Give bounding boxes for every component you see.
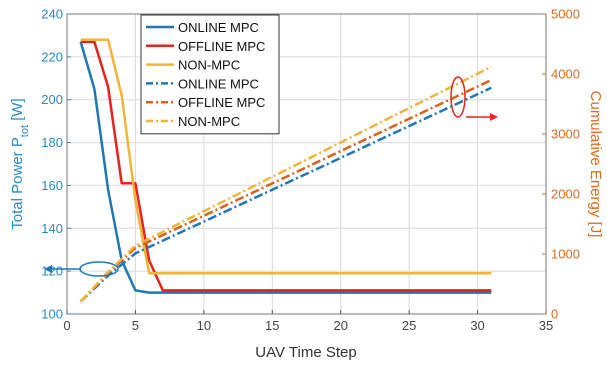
right-tick-label: 1000 [551, 247, 580, 262]
x-tick-label: 30 [470, 318, 484, 333]
x-tick-label: 35 [539, 318, 553, 333]
x-tick-label: 5 [132, 318, 139, 333]
right-tick-label: 2000 [551, 187, 580, 202]
left-arrow-head [44, 265, 52, 273]
x-axis-ticks: 0 5 10 15 20 25 30 35 [63, 310, 553, 333]
series-line-0 [79, 41, 492, 294]
energy-group-ellipse [450, 76, 466, 118]
x-tick-label: 10 [197, 318, 211, 333]
series-line-5 [79, 65, 492, 303]
left-axis-label: Total Power Ptot [W] [9, 98, 31, 229]
legend-label-0: ONLINE MPC [178, 20, 259, 35]
power-group-ellipse [79, 261, 119, 277]
left-axis-label-unit: [W] [9, 98, 26, 125]
left-axis-label-main: Total Power P [9, 137, 26, 230]
right-tick-label: 4000 [551, 67, 580, 82]
x-tick-label: 25 [402, 318, 416, 333]
right-axis-label: Cumulative Energy [J] [587, 91, 604, 238]
left-axis-ticks: 100 120 140 160 180 200 220 240 [41, 7, 71, 322]
x-tick-label: 20 [333, 318, 347, 333]
left-axis-label-sub: tot [19, 125, 31, 137]
right-tick-label: 3000 [551, 127, 580, 142]
left-tick-label: 180 [41, 135, 63, 150]
annotations [44, 76, 498, 277]
legend-box [140, 14, 280, 135]
left-tick-label: 160 [41, 178, 63, 193]
x-axis-label: UAV Time Step [255, 344, 356, 361]
x-tick-label: 15 [265, 318, 279, 333]
series-line-1 [80, 40, 492, 292]
right-arrow-head [490, 113, 498, 121]
series-layer [79, 38, 492, 303]
left-tick-label: 200 [41, 92, 63, 107]
legend-label-2: NON-MPC [178, 58, 240, 73]
plot-frame [66, 13, 547, 315]
grid [66, 13, 547, 315]
x-tick-label: 0 [63, 318, 70, 333]
right-axis-ticks: 0 1000 2000 3000 4000 5000 [542, 7, 580, 322]
left-tick-label: 220 [41, 49, 63, 64]
left-tick-label: 100 [41, 307, 63, 322]
legend-label-4: OFFLINE MPC [178, 95, 265, 110]
right-tick-label: 5000 [551, 7, 580, 22]
left-tick-label: 140 [41, 221, 63, 236]
left-tick-label: 120 [41, 264, 63, 279]
right-tick-label: 0 [551, 307, 558, 322]
series-line-2 [80, 38, 492, 275]
legend: ONLINE MPC OFFLINE MPC NON-MPC ONLINE MPC OF… [140, 14, 280, 135]
legend-label-3: ONLINE MPC [178, 76, 259, 91]
legend-label-1: OFFLINE MPC [178, 39, 265, 54]
left-tick-label: 240 [41, 7, 63, 22]
legend-label-5: NON-MPC [178, 114, 240, 129]
